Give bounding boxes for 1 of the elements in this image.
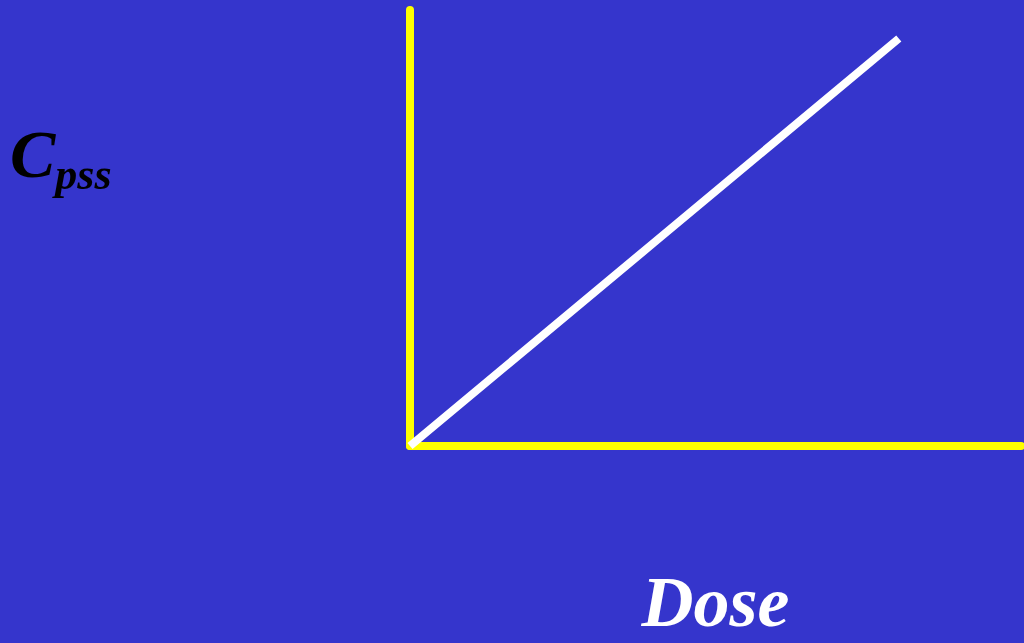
x-axis-title: Dose xyxy=(640,562,790,642)
